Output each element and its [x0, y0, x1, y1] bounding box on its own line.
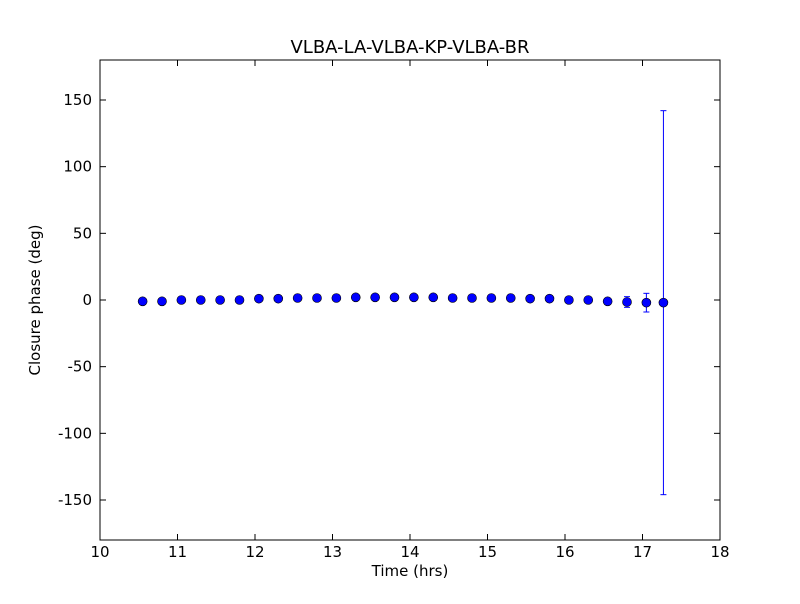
y-tick-label: 0: [82, 291, 92, 309]
x-tick-label: 13: [323, 543, 342, 561]
point: [409, 292, 419, 303]
point: [234, 295, 245, 305]
point: [641, 297, 652, 308]
point: [137, 296, 148, 307]
point: [176, 295, 187, 305]
point: [486, 293, 497, 303]
point: [254, 293, 264, 304]
point: [389, 292, 400, 303]
x-tick-label: 18: [710, 543, 729, 561]
point: [467, 293, 477, 303]
x-tick-label: 16: [555, 543, 574, 561]
x-tick-label: 15: [478, 543, 497, 561]
point: [525, 293, 535, 304]
point: [658, 297, 669, 308]
point: [622, 297, 632, 307]
point: [544, 293, 555, 304]
x-tick-label: 11: [168, 543, 187, 561]
plot-frame: [99, 59, 721, 541]
point: [583, 295, 594, 305]
point: [564, 295, 574, 305]
y-tick-label: 150: [63, 91, 92, 109]
point: [505, 293, 516, 303]
point: [157, 296, 167, 307]
chart-title: VLBA-LA-VLBA-KP-VLBA-BR: [290, 37, 529, 58]
y-tick-label: -150: [58, 491, 92, 509]
point: [447, 293, 458, 303]
point: [602, 296, 613, 307]
x-tick-label: 14: [400, 543, 419, 561]
point: [292, 293, 303, 303]
x-tick-label: 12: [245, 543, 264, 561]
point: [195, 295, 206, 305]
point: [312, 293, 322, 303]
y-tick-label: 50: [73, 224, 92, 242]
y-axis-label: Closure phase (deg): [26, 225, 44, 376]
point: [350, 292, 361, 303]
x-tick-label: 10: [90, 543, 109, 561]
y-tick-label: -100: [58, 424, 92, 442]
point: [331, 293, 342, 303]
y-tick-label: 100: [63, 158, 92, 176]
point: [428, 292, 439, 303]
point: [215, 295, 225, 305]
point: [273, 293, 284, 304]
point: [370, 292, 380, 303]
y-tick-label: -50: [68, 358, 93, 376]
x-axis-label: Time (hrs): [371, 562, 449, 580]
x-tick-label: 17: [633, 543, 652, 561]
